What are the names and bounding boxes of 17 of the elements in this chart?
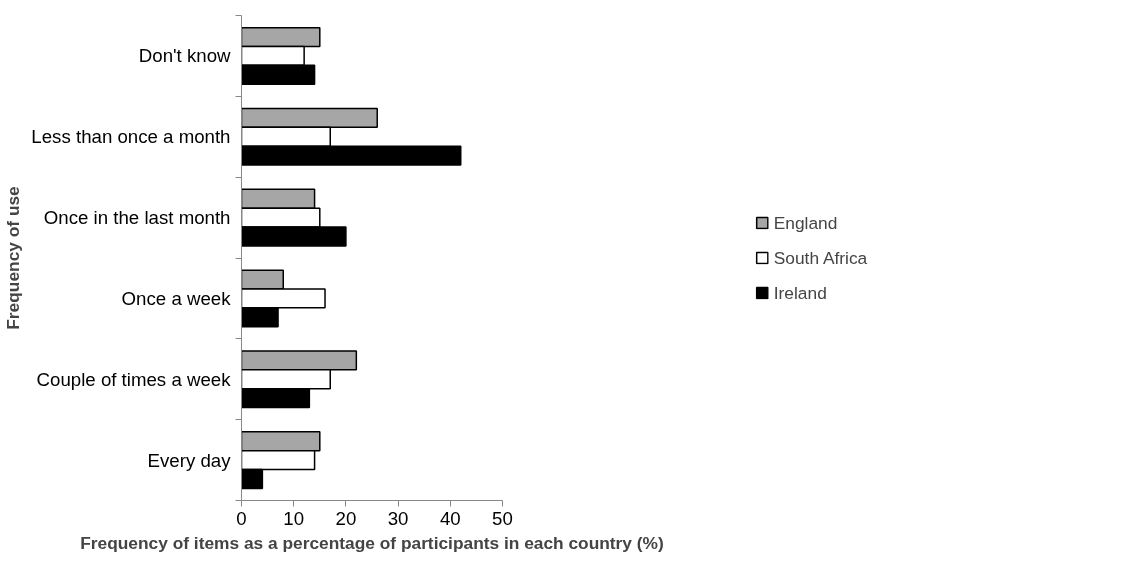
x-tick-label: 10 [283,507,305,529]
x-tick-label: 20 [335,507,357,529]
legend-label: England [773,212,838,233]
legend-label: Ireland [773,282,827,303]
y-tick-label: Couple of times a week [36,368,232,390]
y-tick-label: Every day [147,449,232,471]
x-axis-title: Frequency of items as a percentage of participants in each country (%) [80,532,664,553]
legend-label: South Africa [773,247,868,268]
y-tick-label: Once a week [121,287,232,309]
y-axis-title: Frequency of use [3,185,24,330]
y-tick-label: Don't know [138,45,232,67]
x-tick-label: 0 [236,507,247,529]
y-tick-label: Once in the last month [43,207,231,229]
y-tick-label: Less than once a month [31,126,231,148]
x-tick-label: 50 [492,507,513,529]
x-tick-label: 30 [387,507,409,529]
x-tick-label: 40 [439,507,461,529]
